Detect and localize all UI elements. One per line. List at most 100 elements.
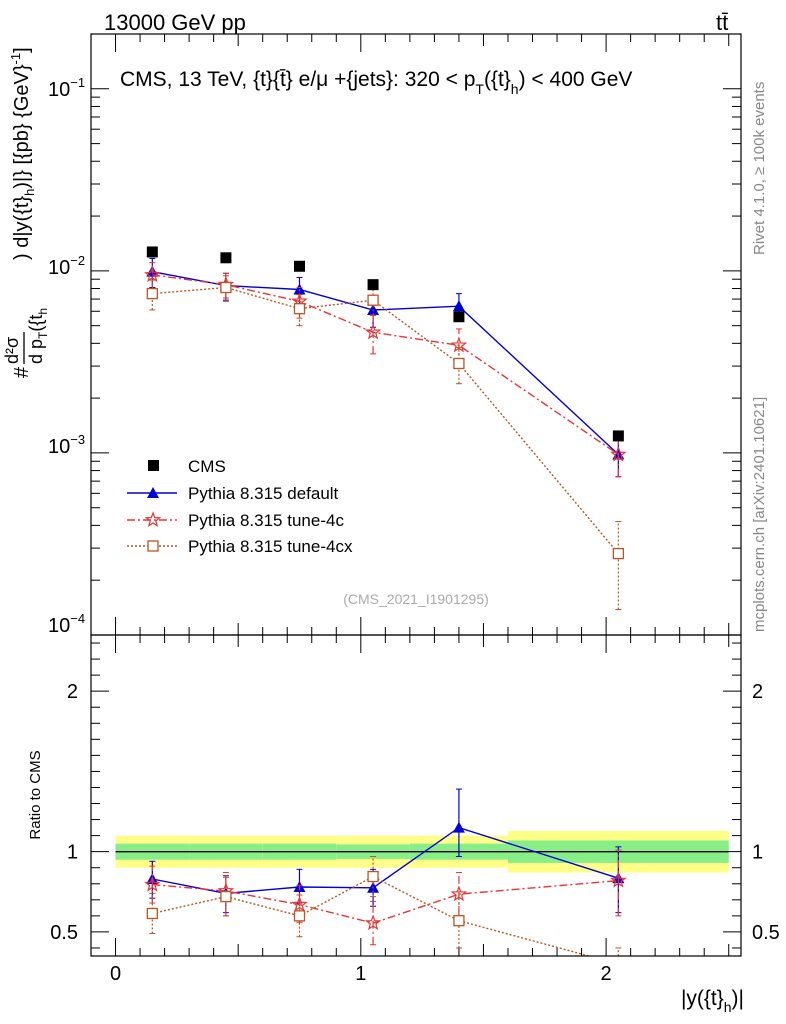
point-default [293, 283, 306, 295]
point-cms [220, 252, 232, 264]
point-tune4c [610, 445, 627, 462]
ratio-series [144, 788, 627, 969]
point-tune4cx [146, 287, 158, 300]
legend-item-cms: CMS [148, 457, 226, 476]
legend-marker-tune4cx [147, 540, 159, 552]
ratio-point-tune4c [450, 885, 468, 902]
point-cms [146, 246, 158, 258]
ratio-frame [90, 634, 742, 957]
ratio-y-label: Ratio to CMS [27, 750, 44, 839]
ratio-point-tune4cx [367, 870, 379, 883]
ratio-panel: Ratio to CMS 0.5 0.5 1 1 2 2 0 1 2 |y({t}h)| [27, 634, 780, 1015]
ratio-point-default [452, 821, 465, 833]
ratio-point-tune4cx [220, 890, 232, 903]
point-cms [293, 260, 305, 272]
ytick-exp-1: −2 [70, 253, 85, 268]
xtick-label: 2 [601, 963, 612, 985]
ylabel-rest-sub: h [22, 189, 37, 196]
series-line-default [152, 271, 619, 456]
legend-marker-cms [148, 460, 159, 471]
ytick-base-0: 10 [48, 79, 70, 101]
ylabel-rest-tail: )|} [{pb} {GeV} [11, 64, 33, 189]
legend-item-tune4c: Pythia 8.315 tune-4c [127, 511, 344, 530]
x-axis-label: |y({t}h)| [681, 987, 744, 1015]
ratio-ytick-label-left: 0.5 [50, 922, 78, 944]
ytick-base-2: 10 [48, 436, 70, 458]
ylabel-rest: ) d|y({t}h)|} [{pb} {GeV}-1] [8, 47, 37, 260]
ylabel-hash: # [11, 366, 33, 378]
ytick-exp-0: −1 [70, 75, 85, 90]
ylabel-rest-end: ] [11, 47, 33, 53]
ratio-line-tune4c [152, 879, 619, 924]
process-label: tt̄ [716, 10, 728, 35]
ylabel-den-sub: T [36, 331, 50, 339]
legend-item-tune4cx: Pythia 8.315 tune-4cx [127, 537, 353, 556]
ylabel-den: d p [26, 339, 46, 364]
ratio-point-tune4c [144, 875, 161, 892]
ylabel-den-sub2: h [36, 308, 50, 315]
xlabel-post: )| [732, 987, 744, 1010]
ylabel-numerator: d²σ [2, 337, 22, 364]
point-tune4cx [293, 303, 306, 315]
main-panel: 10−1 10−2 10−3 10−4 CMS, 13 TeV, {t}{t̄}… [2, 33, 742, 637]
series-tune4c [144, 262, 627, 478]
point-default [452, 300, 465, 312]
analysis-watermark: (CMS_2021_I1901295) [343, 591, 489, 607]
ratio-series-group [144, 788, 627, 969]
xtick-label: 1 [355, 963, 366, 985]
energy-label: 13000 GeV pp [104, 10, 246, 35]
point-tune4c [364, 323, 382, 340]
main-ticks [91, 33, 741, 636]
legend-label-cms: CMS [188, 457, 226, 476]
point-tune4cx [453, 357, 465, 370]
ylabel-den-rest: ({t [26, 315, 46, 332]
ratio-ytick-label-left: 1 [67, 842, 78, 864]
ratio-ticks [91, 635, 741, 956]
chart-title: CMS, 13 TeV, {t}{t̄} e/μ +{jets}: 320 < … [120, 68, 632, 97]
xlabel-sub: h [724, 999, 732, 1015]
y-axis-label: # d²σ d pT({th ) d|y({t}h)|} [{pb} {GeV}… [2, 47, 50, 378]
ratio-point-tune4cx [613, 959, 623, 969]
legend-item-default: Pythia 8.315 default [127, 484, 339, 503]
xtick-label: 0 [110, 963, 121, 985]
ratio-ytick-label-right: 1 [752, 842, 763, 864]
ytick-exp-2: −3 [70, 432, 85, 447]
title-sub2: h [511, 81, 519, 97]
ratio-point-tune4c [610, 871, 627, 888]
legend: CMS Pythia 8.315 default Pythia 8.315 tu… [127, 457, 353, 556]
title-suffix: ) < 400 GeV [519, 68, 633, 91]
main-series [144, 246, 627, 611]
rivet-label: Rivet 4.1.0, ≥ 100k events [751, 82, 768, 255]
point-tune4c [144, 266, 161, 282]
title-sub1: T [475, 81, 484, 97]
ylabel-denominator: d pT({th [26, 308, 50, 364]
point-cms [367, 279, 379, 291]
point-tune4c [450, 336, 468, 353]
series-cms [146, 246, 624, 442]
point-tune4cx [612, 547, 625, 560]
ytick-base-1: 10 [48, 257, 70, 279]
ratio-tick-labels: 0.5 0.5 1 1 2 2 0 1 2 [50, 681, 780, 985]
ratio-series-tune4cx [146, 855, 623, 969]
ratio-point-tune4c [364, 914, 382, 931]
ytick-base-3: 10 [48, 615, 70, 637]
ratio-ytick-label-right: 2 [752, 681, 763, 703]
series-default [146, 257, 625, 478]
legend-marker-tune4c [144, 511, 162, 528]
ytick-label-2: 10−3 [48, 432, 85, 458]
title-mid: ({t} [484, 68, 511, 91]
point-cms [612, 430, 624, 442]
ratio-point-tune4cx [453, 915, 465, 927]
point-cms [453, 311, 465, 323]
ratio-line-default [152, 826, 619, 895]
ytick-label-0: 10−1 [48, 75, 85, 101]
ylabel-rest-a: ) d|y({t} [11, 196, 33, 260]
ytick-label-3: 10−4 [48, 611, 85, 637]
legend-label-tune4cx: Pythia 8.315 tune-4cx [188, 537, 353, 556]
ylabel-rest-sup: -1 [8, 53, 23, 65]
ytick-label-1: 10−2 [48, 253, 85, 279]
ratio-line-tune4cx [152, 875, 592, 956]
legend-label-default: Pythia 8.315 default [188, 484, 339, 503]
series-tune4cx [146, 275, 625, 611]
